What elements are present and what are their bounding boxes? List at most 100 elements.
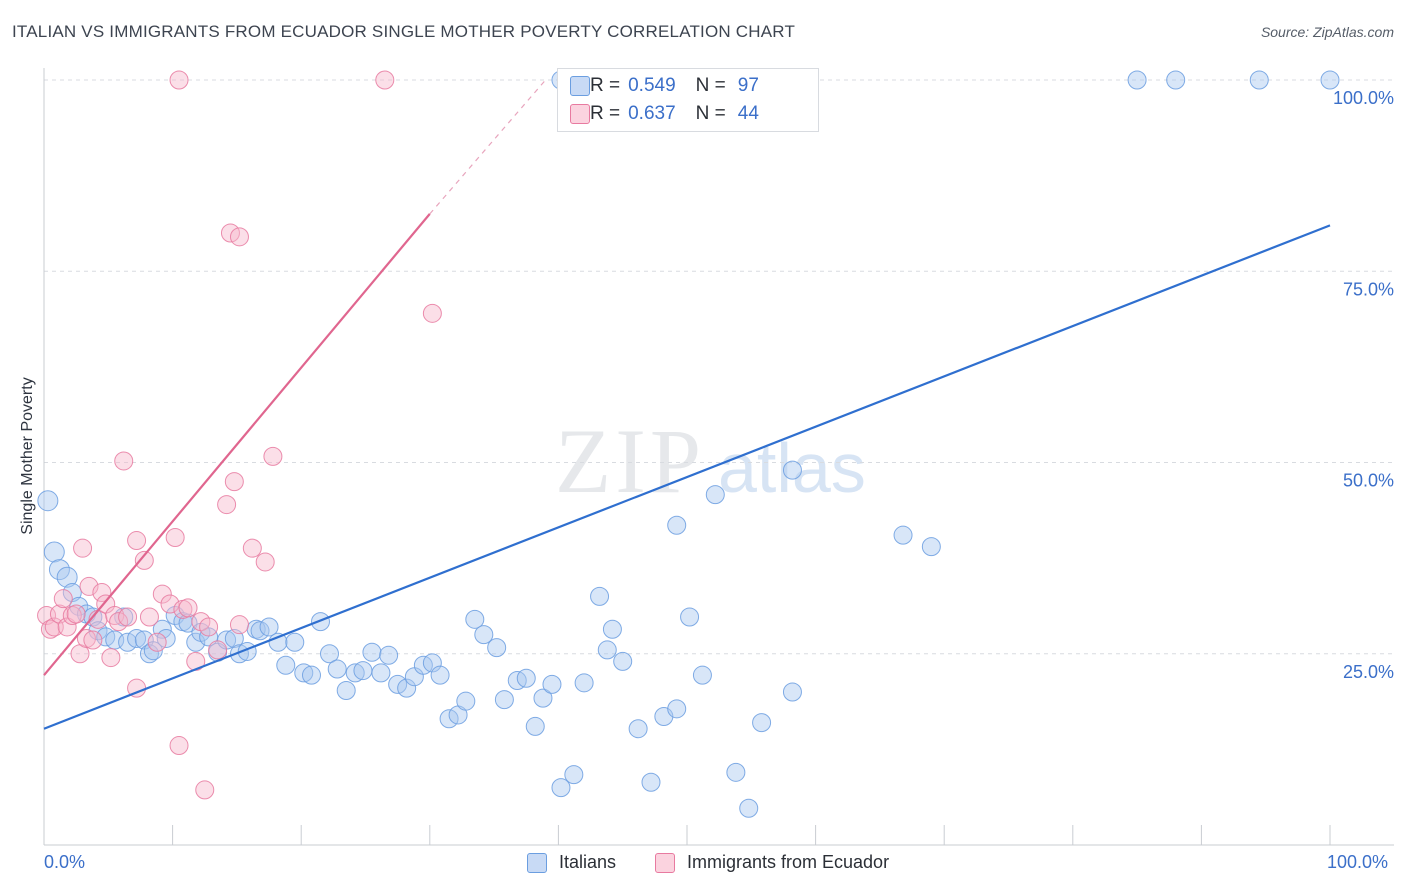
point-ecuador (255, 552, 275, 572)
point-italians (294, 663, 314, 683)
point-italians (893, 525, 913, 545)
legend-swatch-italians (527, 852, 547, 873)
point-ecuador (92, 583, 112, 603)
point-italians (474, 625, 494, 645)
point-italians (1249, 70, 1269, 90)
legend-swatch-ecuador (570, 104, 590, 124)
legend-swatch-italians (570, 76, 590, 96)
point-ecuador (195, 780, 215, 800)
point-italians (127, 628, 147, 648)
point-italians (641, 772, 661, 792)
trendline-italians (43, 224, 1331, 730)
legend-label-italians: Italians (559, 852, 617, 872)
point-italians (139, 644, 159, 664)
point-ecuador (101, 648, 121, 668)
point-italians (487, 638, 507, 658)
point-italians (327, 659, 347, 679)
point-italians (574, 673, 594, 693)
point-italians (739, 798, 759, 818)
point-italians (456, 691, 476, 711)
point-ecuador (118, 607, 138, 627)
point-ecuador (242, 538, 262, 558)
point-italians (371, 663, 391, 683)
y-tick-label: 25.0% (1343, 662, 1394, 682)
legend-r-value: 0.637 (628, 103, 676, 124)
point-ecuador (114, 451, 134, 471)
point-italians (782, 460, 802, 480)
legend-n-value: 44 (737, 103, 759, 124)
legend-n-label: N = (695, 75, 726, 96)
legend-item-ecuador: Immigrants from Ecuador (655, 852, 889, 873)
point-ecuador (375, 70, 395, 90)
legend-label-ecuador: Immigrants from Ecuador (687, 852, 890, 872)
x-tick-min: 0.0% (44, 852, 86, 872)
point-ecuador (422, 303, 442, 323)
trendline-ecuador-extension (429, 79, 546, 215)
y-tick-label: 75.0% (1343, 279, 1394, 299)
point-ecuador (73, 538, 93, 558)
point-ecuador (165, 527, 185, 547)
point-italians (43, 541, 65, 563)
point-italians (921, 537, 941, 557)
point-italians (345, 663, 365, 683)
legend-row-italians: R = 0.549 N = 97 (570, 73, 759, 99)
point-italians (186, 632, 206, 652)
point-italians (564, 765, 584, 785)
point-ecuador (169, 70, 189, 90)
point-italians (56, 566, 78, 588)
point-ecuador (229, 227, 249, 247)
point-italians (37, 490, 59, 512)
point-italians (1127, 70, 1147, 90)
watermark-zip: ZIP (555, 410, 705, 512)
point-italians (533, 688, 553, 708)
point-italians (319, 644, 339, 664)
point-italians (276, 655, 296, 675)
point-ecuador (134, 550, 154, 570)
point-italians (726, 762, 746, 782)
point-italians (1166, 70, 1186, 90)
point-ecuador (217, 495, 237, 515)
trendline-ecuador (43, 213, 431, 676)
point-ecuador (127, 531, 147, 551)
point-italians (590, 586, 610, 606)
watermark-atlas: atlas (718, 429, 866, 507)
point-ecuador (147, 632, 167, 652)
point-ecuador (53, 589, 73, 609)
correlation-legend: R = 0.549 N = 97 R = 0.637 N = 44 (557, 68, 819, 132)
point-italians (397, 678, 417, 698)
y-tick-label: 100.0% (1333, 88, 1394, 108)
point-ecuador (160, 594, 180, 614)
point-italians (551, 778, 571, 798)
legend-r-value: 0.549 (628, 75, 676, 96)
legend-r-label: R = (590, 103, 621, 124)
point-ecuador (83, 630, 103, 650)
point-italians (69, 596, 89, 616)
y-tick-label: 50.0% (1343, 471, 1394, 491)
point-italians (597, 640, 617, 660)
point-italians (667, 515, 687, 535)
point-italians (542, 674, 562, 694)
point-italians (1320, 70, 1340, 90)
point-ecuador (139, 607, 159, 627)
point-ecuador (109, 612, 129, 632)
point-italians (752, 713, 772, 733)
legend-row-ecuador: R = 0.637 N = 44 (570, 101, 759, 127)
legend-n-value: 97 (737, 75, 759, 96)
point-ecuador (178, 598, 198, 618)
legend-swatch-ecuador (655, 852, 675, 873)
point-italians (301, 665, 321, 685)
point-italians (613, 651, 633, 671)
point-ecuador (66, 604, 86, 624)
point-italians (667, 699, 687, 719)
point-ecuador (263, 446, 283, 466)
point-italians (259, 617, 279, 637)
point-ecuador (199, 617, 219, 637)
source-label: Source: ZipAtlas.com (1260, 24, 1394, 40)
point-italians (422, 653, 442, 673)
point-italians (494, 690, 514, 710)
point-italians (680, 607, 700, 627)
point-italians (379, 645, 399, 665)
point-italians (705, 485, 725, 505)
point-ecuador (152, 584, 172, 604)
point-italians (430, 665, 450, 685)
